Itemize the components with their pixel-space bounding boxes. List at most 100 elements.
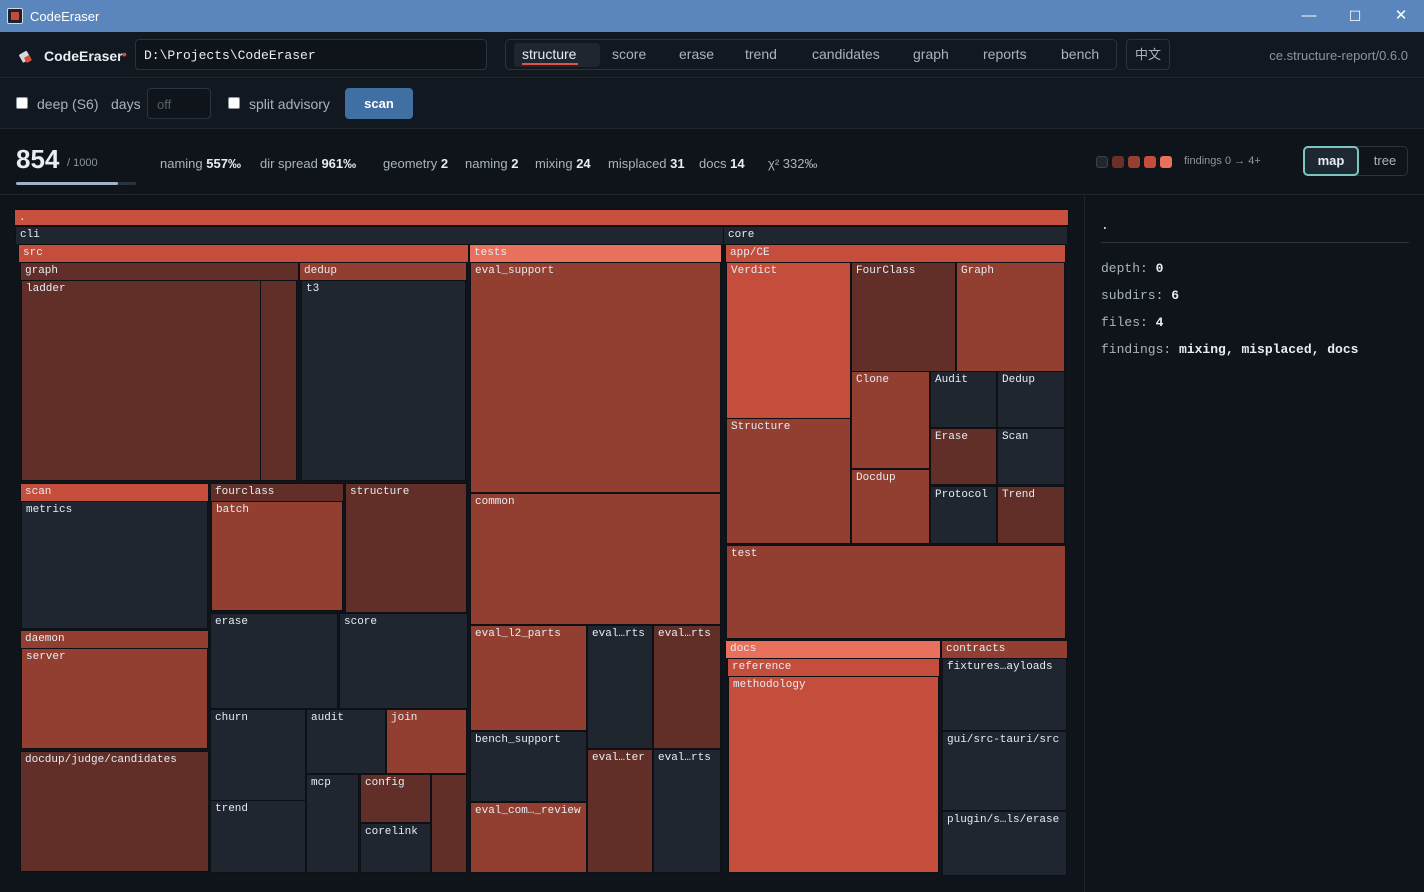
treemap-node-score[interactable]: score [339, 613, 468, 709]
view-tree-button[interactable]: tree [1373, 153, 1397, 168]
treemap-node-structure[interactable]: structure [345, 483, 467, 613]
days-label: days [111, 96, 141, 112]
score-max: / 1000 [67, 157, 98, 169]
metric-docs: docs 14 [699, 156, 745, 171]
treemap-node-scan[interactable]: scan [20, 483, 209, 502]
treemap-node-eval-l2-parts[interactable]: eval_l2_parts [470, 625, 587, 731]
treemap-node-tests[interactable]: tests [469, 244, 722, 263]
tab-trend[interactable]: trend [745, 46, 777, 62]
eraser-logo-icon [18, 48, 34, 64]
legend-swatch-0 [1096, 156, 1108, 168]
tab-structure[interactable]: structure [522, 46, 577, 62]
tab-erase[interactable]: erase [679, 46, 715, 62]
treemap-node-docdup[interactable]: Docdup [851, 469, 930, 544]
treemap-node-daemon[interactable]: daemon [20, 630, 209, 649]
treemap-node-fourclass[interactable]: fourclass [210, 483, 344, 502]
treemap-node-join[interactable]: join [386, 709, 467, 774]
split-advisory-checkbox[interactable] [228, 97, 240, 109]
close-button[interactable]: ✕ [1394, 7, 1408, 24]
treemap-node-server[interactable]: server [21, 648, 208, 749]
tab-score[interactable]: score [612, 46, 647, 62]
treemap-node-bench-support[interactable]: bench_support [470, 731, 587, 802]
treemap-node-t3[interactable]: t3 [301, 280, 466, 481]
metric-naming-count: naming 2 [465, 156, 519, 171]
treemap: . cli src graph ladder dedup t3 scan metrics four… [14, 209, 1070, 878]
treemap-node-clone[interactable]: Clone [851, 371, 930, 469]
treemap-node-unlabeled[interactable] [431, 774, 467, 873]
tab-candidates[interactable]: candidates [812, 46, 880, 62]
treemap-node-unlabeled[interactable] [260, 280, 297, 481]
treemap-node-app-ce[interactable]: app/CE [725, 244, 1066, 263]
treemap-node-verdict[interactable]: Verdict [726, 262, 851, 419]
treemap-node-corelink[interactable]: corelink [360, 823, 431, 873]
maximize-button[interactable]: ☐ [1348, 8, 1362, 24]
treemap-node-graph[interactable]: Graph [956, 262, 1065, 372]
treemap-node-audit[interactable]: audit [306, 709, 386, 774]
selected-node-title: . [1101, 218, 1109, 233]
report-version: ce.structure-report/0.6.0 [1269, 48, 1408, 63]
treemap-node-docs[interactable]: docs [725, 640, 941, 659]
treemap-node-trend[interactable]: Trend [997, 486, 1065, 544]
treemap-node-erase[interactable]: Erase [930, 428, 997, 485]
treemap-node-batch[interactable]: batch [211, 501, 343, 611]
view-toggle: map tree [1303, 146, 1408, 176]
treemap-node-mcp[interactable]: mcp [306, 774, 359, 873]
treemap-node-config[interactable]: config [360, 774, 431, 823]
treemap-node-common[interactable]: common [470, 493, 721, 625]
brand-dot: • [122, 46, 127, 62]
treemap-node-core[interactable]: core [723, 226, 1068, 245]
treemap-node-churn[interactable]: churn [210, 709, 306, 801]
metric-mixing: mixing 24 [535, 156, 591, 171]
window-titlebar: CodeEraser — ☐ ✕ [0, 0, 1424, 32]
treemap-node-reference[interactable]: reference [727, 658, 940, 677]
metric-geometry: geometry 2 [383, 156, 449, 171]
treemap-node-plugin-s-ls-erase[interactable]: plugin/s…ls/erase [942, 811, 1067, 876]
score-progress [16, 182, 136, 185]
treemap-node-methodology[interactable]: methodology [728, 676, 939, 873]
treemap-node-contracts[interactable]: contracts [941, 640, 1068, 659]
details-panel: . depth: 0 subdirs: 6 files: 4 findings:… [1084, 196, 1424, 892]
tab-reports[interactable]: reports [983, 46, 1027, 62]
legend-swatch-4 [1160, 156, 1172, 168]
treemap-node-audit[interactable]: Audit [930, 371, 997, 428]
treemap-node-erase[interactable]: erase [210, 613, 338, 709]
metric-chi-square: χ² 332‰ [768, 156, 818, 171]
treemap-node-docdup-judge-candidates[interactable]: docdup/judge/candidates [20, 751, 209, 872]
treemap-node-eval-rts[interactable]: eval…rts [653, 625, 721, 749]
project-path-input[interactable]: D:\Projects\CodeEraser [135, 39, 487, 70]
days-input[interactable]: off [147, 88, 211, 119]
legend-swatch-3 [1144, 156, 1156, 168]
treemap-node-eval-rts[interactable]: eval…rts [653, 749, 721, 873]
scan-button[interactable]: scan [345, 88, 413, 119]
treemap-node-ladder[interactable]: ladder [21, 280, 261, 481]
minimize-button[interactable]: — [1301, 7, 1317, 24]
treemap-node-dedup[interactable]: dedup [299, 262, 467, 281]
details-divider [1101, 242, 1409, 243]
treemap-node-gui-src-tauri-src[interactable]: gui/src-tauri/src [942, 731, 1067, 811]
treemap-node-trend[interactable]: trend [210, 800, 306, 873]
treemap-node--[interactable]: . [14, 209, 1069, 226]
treemap-node-scan[interactable]: Scan [997, 428, 1065, 485]
treemap-node-metrics[interactable]: metrics [21, 501, 208, 629]
language-toggle-button[interactable]: 中文 [1126, 39, 1170, 70]
view-map-button[interactable]: map [1303, 146, 1359, 176]
tab-graph[interactable]: graph [913, 46, 949, 62]
treemap-node-cli[interactable]: cli [15, 226, 724, 245]
treemap-node-dedup[interactable]: Dedup [997, 371, 1065, 428]
treemap-node-eval-com-review[interactable]: eval_com…_review [470, 802, 587, 873]
treemap-node-fixtures-ayloads[interactable]: fixtures…ayloads [942, 658, 1067, 731]
treemap-node-eval-rts[interactable]: eval…rts [587, 625, 653, 749]
treemap-node-eval-ter[interactable]: eval…ter [587, 749, 653, 873]
header-bar: CodeEraser • D:\Projects\CodeEraser stru… [0, 32, 1424, 78]
treemap-node-graph[interactable]: graph [20, 262, 299, 281]
treemap-node-protocol[interactable]: Protocol [930, 486, 997, 544]
treemap-node-src[interactable]: src [18, 244, 469, 263]
score-value: 854 [16, 144, 60, 174]
detail-findings: findings: mixing, misplaced, docs [1101, 342, 1359, 357]
treemap-node-test[interactable]: test [726, 545, 1066, 639]
deep-checkbox[interactable] [16, 97, 28, 109]
treemap-node-fourclass[interactable]: FourClass [851, 262, 956, 372]
tab-bench[interactable]: bench [1061, 46, 1100, 62]
treemap-node-eval-support[interactable]: eval_support [470, 262, 721, 493]
treemap-node-structure[interactable]: Structure [726, 418, 851, 544]
